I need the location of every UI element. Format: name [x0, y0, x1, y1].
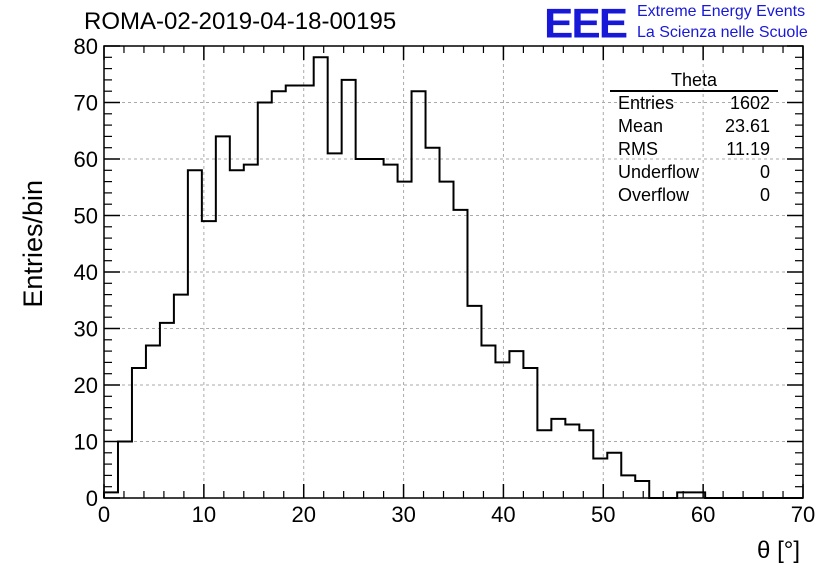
- stats-row-mean: Mean 23.61: [610, 115, 778, 138]
- x-tick-label: 20: [291, 502, 315, 527]
- eee-logo: EEE: [544, 0, 628, 47]
- histogram-bin: [691, 492, 705, 498]
- histogram-bin: [454, 210, 468, 498]
- histogram-bin: [202, 221, 216, 498]
- y-axis-label: Entries/bin: [18, 180, 48, 308]
- histogram-bin: [342, 80, 356, 498]
- grid-lines: [104, 46, 803, 498]
- x-tick-label: 40: [491, 502, 515, 527]
- y-tick-labels: 0 10 20 30 40 50 60 70 80: [74, 34, 98, 511]
- y-tick-label: 80: [74, 34, 98, 59]
- stats-label: RMS: [618, 139, 658, 159]
- histogram-bin: [635, 481, 649, 498]
- y-tick-label: 40: [74, 260, 98, 285]
- stats-row-entries: Entries 1602: [610, 92, 778, 115]
- histogram-bin: [565, 425, 579, 498]
- axis-ticks: [103, 45, 804, 499]
- histogram-bin: [216, 136, 230, 498]
- logo-caption-line1: Extreme Energy Events: [637, 3, 806, 20]
- histogram-bin: [174, 295, 188, 498]
- y-tick-label: 10: [74, 430, 98, 455]
- stats-label: Underflow: [618, 162, 700, 182]
- histogram-bin: [384, 165, 398, 498]
- histogram-bin: [440, 182, 454, 498]
- histogram-bin: [467, 306, 481, 498]
- y-tick-label: 60: [74, 147, 98, 172]
- stats-value: 0: [759, 185, 770, 205]
- histogram-bin: [593, 458, 607, 498]
- histogram-bin: [579, 430, 593, 498]
- stats-title: Theta: [610, 70, 778, 92]
- stats-value: 23.61: [724, 116, 770, 136]
- histogram-bin: [300, 86, 314, 498]
- histogram-bin: [160, 323, 174, 498]
- histogram-bin: [481, 345, 495, 498]
- histogram-bin: [104, 492, 118, 498]
- y-tick-label: 0: [86, 486, 98, 511]
- y-tick-label: 70: [74, 91, 98, 116]
- histogram-bin: [398, 182, 412, 498]
- histogram-bin: [551, 419, 565, 498]
- stats-label: Entries: [618, 93, 675, 113]
- histogram-bin: [495, 362, 509, 498]
- histogram-bin: [118, 442, 132, 499]
- x-tick-label: 70: [791, 502, 815, 527]
- histogram-bin: [370, 159, 384, 498]
- stats-label: Overflow: [618, 185, 690, 205]
- histogram-bin: [412, 91, 426, 498]
- histogram-bin: [230, 170, 244, 498]
- y-tick-label: 50: [74, 204, 98, 229]
- stats-value: 0: [759, 162, 770, 182]
- histogram-bin: [188, 170, 202, 498]
- stats-row-rms: RMS 11.19: [610, 138, 778, 161]
- histogram-bin: [677, 492, 691, 498]
- y-tick-label: 30: [74, 317, 98, 342]
- histogram-bin: [537, 430, 551, 498]
- histogram-bin: [272, 91, 286, 498]
- stats-label: Mean: [618, 116, 664, 136]
- histogram-step-line: [103, 56, 803, 499]
- x-axis-label: θ [°]: [757, 537, 800, 564]
- y-tick-label: 20: [74, 373, 98, 398]
- histogram-bin: [426, 148, 440, 498]
- stats-row-overflow: Overflow 0: [610, 184, 778, 207]
- stats-box: Theta Entries 1602 Mean 23.61 RMS 11.19 …: [610, 70, 778, 207]
- x-tick-labels: 0 10 20 30 40 50 60 70: [98, 502, 815, 527]
- x-tick-label: 10: [192, 502, 216, 527]
- stats-value: 1602: [729, 93, 770, 113]
- chart-title: ROMA-02-2019-04-18-00195: [84, 8, 397, 35]
- histogram-bin: [244, 165, 258, 498]
- histogram-bin: [621, 475, 635, 498]
- x-tick-label: 60: [691, 502, 715, 527]
- x-tick-label: 30: [391, 502, 415, 527]
- x-tick-label: 0: [98, 502, 110, 527]
- histogram-bin: [286, 86, 300, 498]
- stats-row-underflow: Underflow 0: [610, 161, 778, 184]
- histogram-bin: [132, 368, 146, 498]
- histogram-bin: [607, 453, 621, 498]
- stats-value: 11.19: [726, 139, 770, 159]
- histogram-bin: [523, 368, 537, 498]
- x-tick-label: 50: [591, 502, 615, 527]
- histogram-bin: [314, 57, 328, 498]
- histogram-bin: [328, 153, 342, 498]
- histogram-bin: [509, 351, 523, 498]
- histogram-bin: [146, 345, 160, 498]
- logo-caption-line2: La Scienza nelle Scuole: [637, 24, 808, 41]
- histogram-bin: [258, 103, 272, 499]
- histogram-bin: [356, 159, 370, 498]
